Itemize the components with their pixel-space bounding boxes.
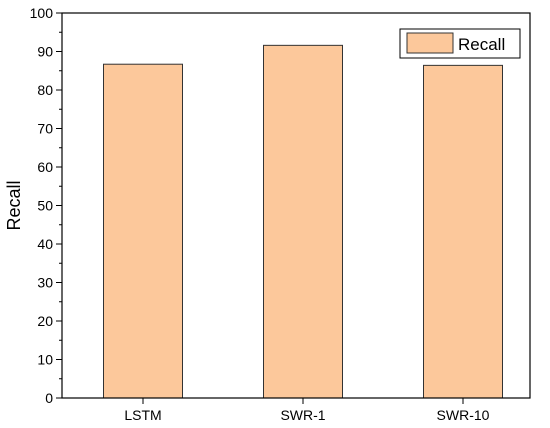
bar-swr-1 <box>263 44 343 399</box>
y-tick-label: 60 <box>37 159 53 175</box>
y-tick-label: 70 <box>37 121 53 137</box>
y-axis-label: Recall <box>4 180 24 230</box>
x-tick-label: SWR-10 <box>437 407 490 423</box>
y-tick-label: 20 <box>37 313 53 329</box>
y-axis-ticks: 0 10 20 30 40 50 60 70 80 90 100 <box>30 5 62 406</box>
bar-lstm <box>103 63 183 399</box>
legend: Recall <box>399 28 521 59</box>
bar-swr-10 <box>423 64 503 399</box>
y-tick-label: 80 <box>37 82 53 98</box>
y-tick-label: 0 <box>45 390 53 406</box>
y-tick-label: 30 <box>37 275 53 291</box>
y-tick-label: 50 <box>37 198 53 214</box>
x-axis-ticks: LSTM SWR-1 SWR-10 <box>124 398 490 423</box>
y-tick-label: 10 <box>37 352 53 368</box>
legend-label: Recall <box>458 35 505 54</box>
y-tick-label: 90 <box>37 44 53 60</box>
legend-swatch <box>406 32 454 54</box>
plot-frame <box>61 12 531 399</box>
y-tick-label: 100 <box>30 5 54 21</box>
x-tick-label: LSTM <box>124 407 161 423</box>
bar-series <box>103 44 503 399</box>
y-tick-label: 40 <box>37 236 53 252</box>
x-tick-label: SWR-1 <box>280 407 325 423</box>
